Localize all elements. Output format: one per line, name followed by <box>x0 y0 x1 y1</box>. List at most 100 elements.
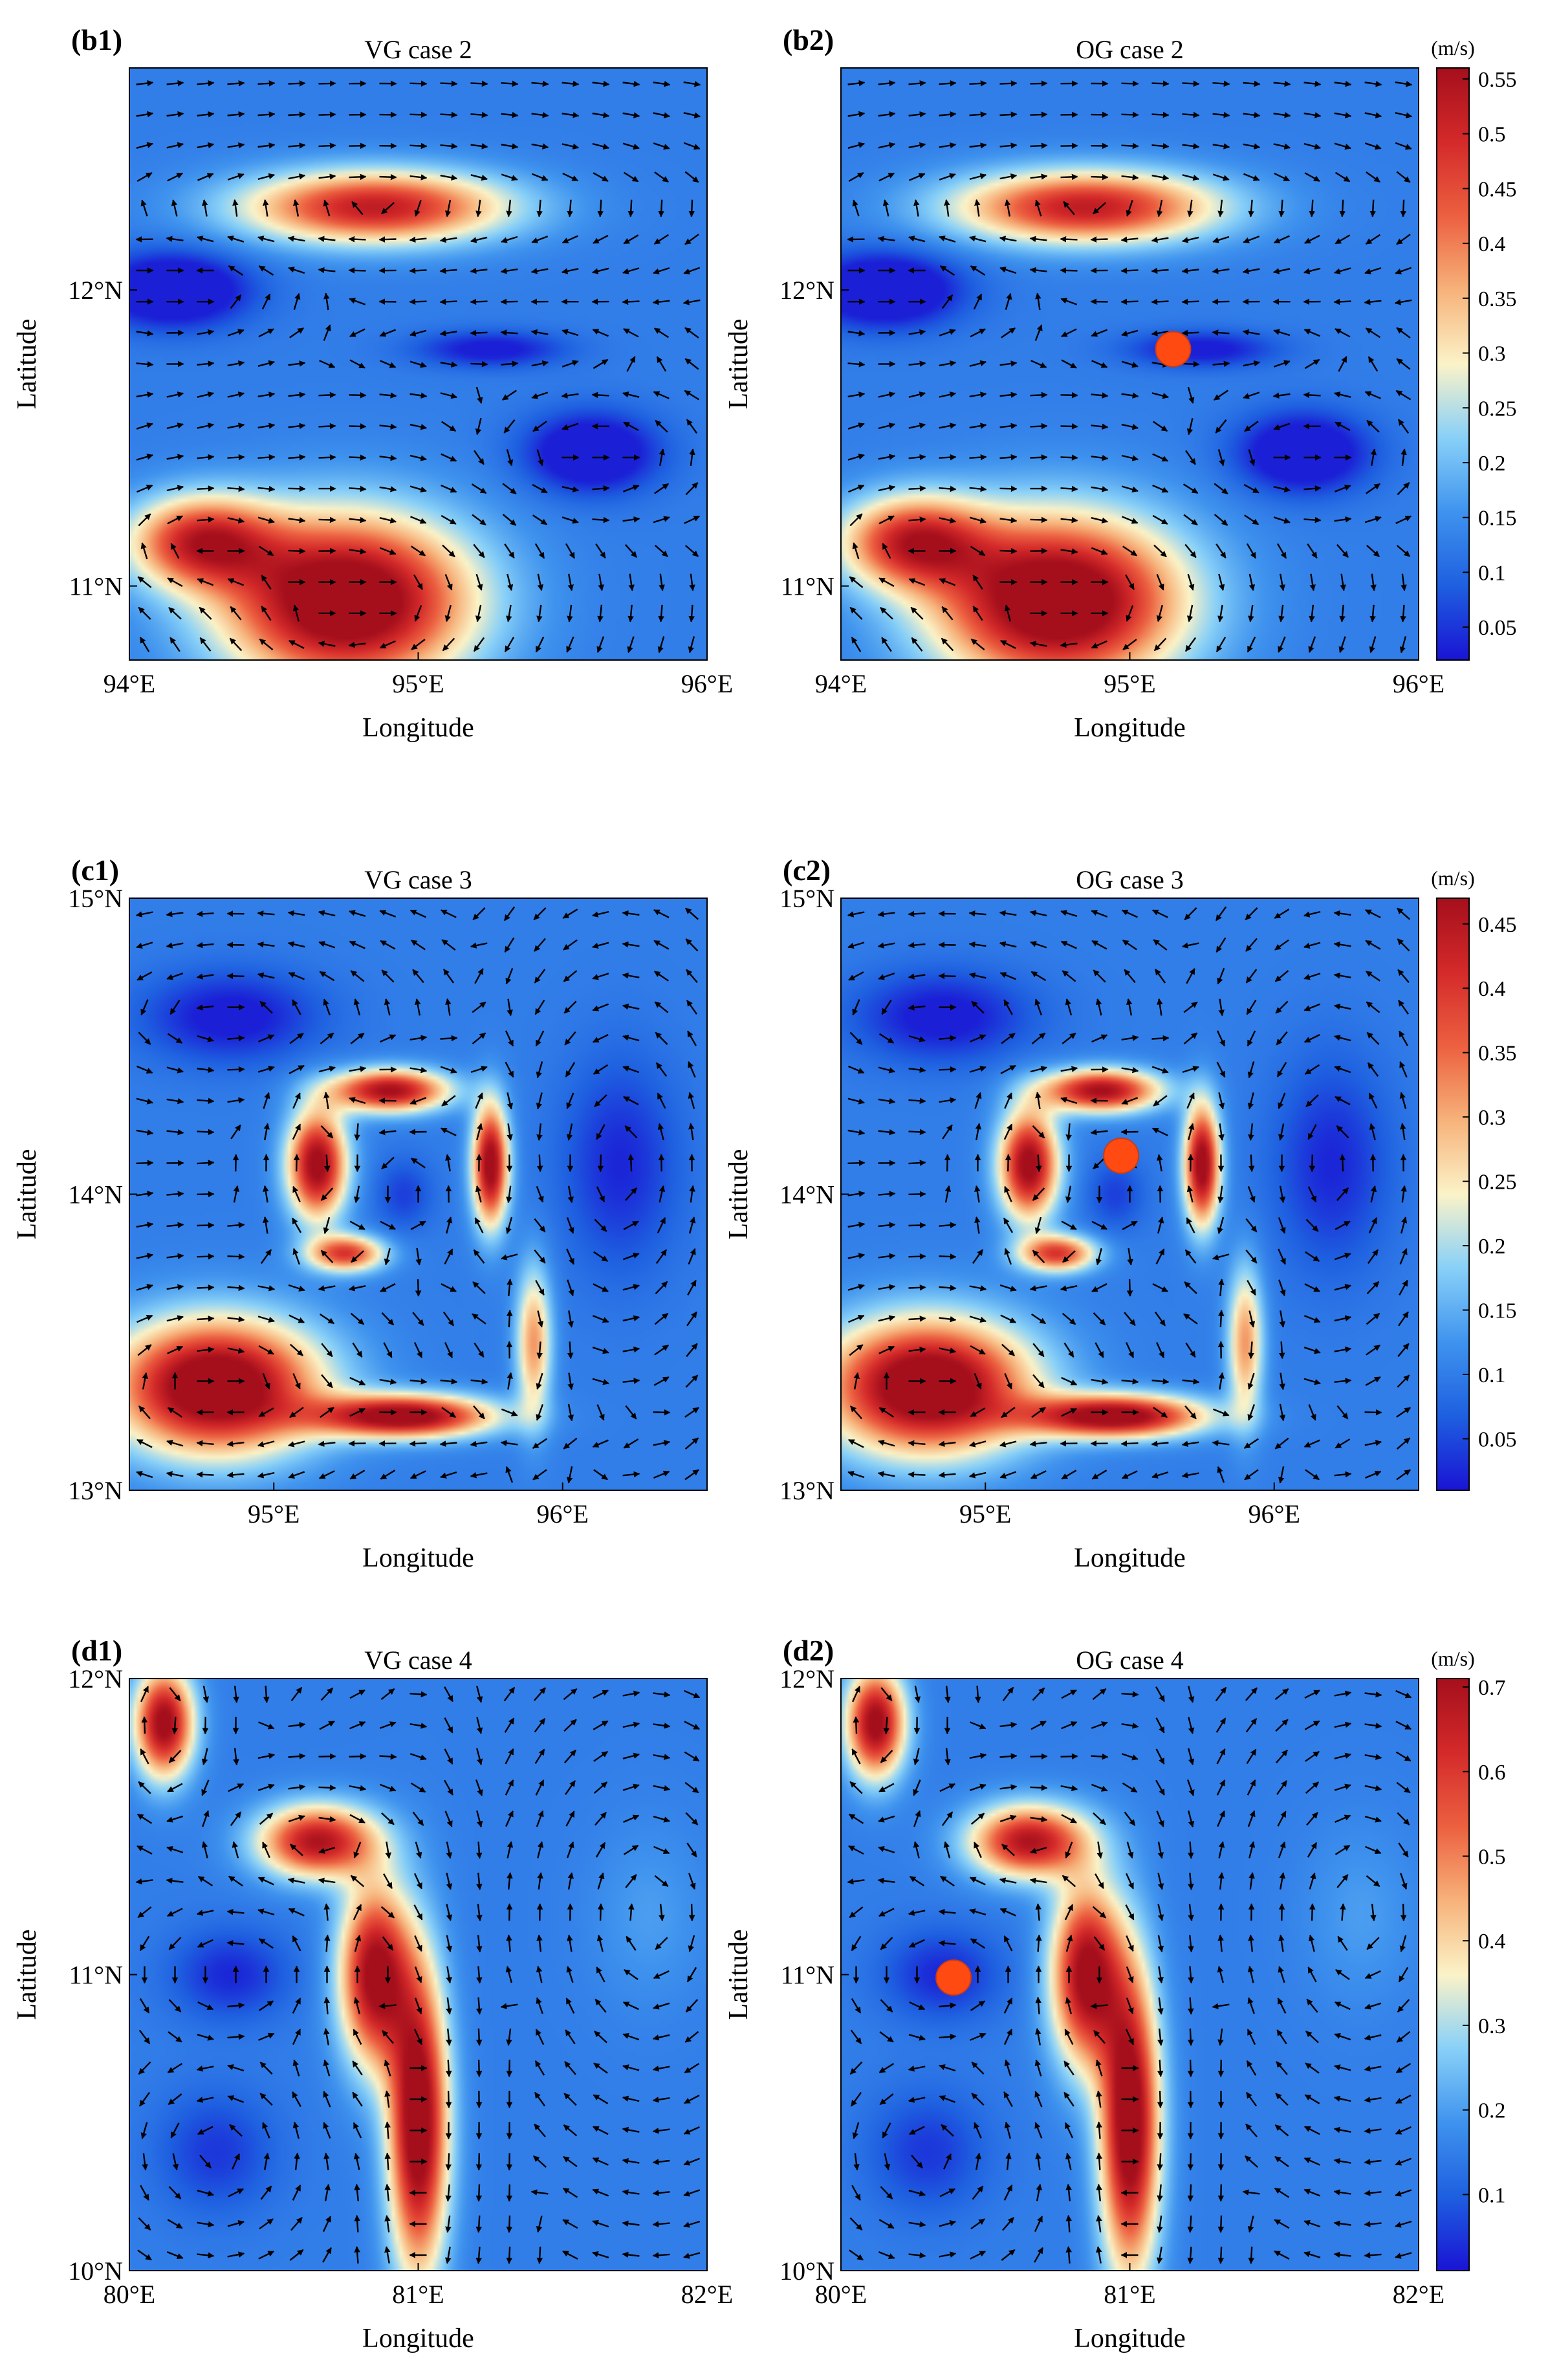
velocity-arrow <box>908 1222 926 1229</box>
velocity-arrow <box>1335 234 1351 245</box>
velocity-arrow <box>197 454 215 461</box>
velocity-arrow <box>622 112 640 118</box>
velocity-arrow <box>878 454 896 460</box>
panel-title: VG case 4 <box>364 1646 472 1675</box>
velocity-arrow <box>1152 453 1169 462</box>
velocity-arrow <box>227 329 245 336</box>
velocity-arrow <box>349 359 365 369</box>
velocity-arrow <box>999 423 1018 430</box>
colorbar-tick-label: 0.1 <box>1478 1363 1506 1387</box>
velocity-arrow <box>1153 544 1167 558</box>
velocity-arrow <box>1212 267 1230 274</box>
velocity-arrow <box>259 638 274 651</box>
velocity-arrow <box>506 2246 513 2264</box>
velocity-arrow <box>257 173 276 181</box>
velocity-arrow <box>441 484 457 493</box>
velocity-arrow <box>258 545 274 556</box>
velocity-arrow <box>592 485 610 492</box>
velocity-arrow <box>507 573 514 591</box>
velocity-arrow <box>1303 516 1322 523</box>
velocity-arrow <box>444 604 452 623</box>
velocity-arrow <box>1122 545 1138 556</box>
panel-d2: 80°E 81°E 82°E10°N11°N12°N(d2) OG case 4Lon… <box>724 1634 1506 2353</box>
velocity-arrow <box>257 111 276 118</box>
y-axis-label: Latitude <box>12 1149 42 1240</box>
velocity-arrow <box>1061 359 1077 369</box>
velocity-arrow <box>1212 360 1230 367</box>
velocity-arrow <box>653 80 671 87</box>
velocity-arrow <box>349 516 367 523</box>
velocity-arrow <box>567 604 573 623</box>
velocity-arrow <box>531 112 549 118</box>
velocity-arrow <box>591 267 609 274</box>
velocity-arrow <box>257 391 276 398</box>
velocity-arrow <box>1151 1035 1170 1042</box>
velocity-arrow <box>1156 199 1163 217</box>
velocity-arrow <box>166 80 184 87</box>
velocity-arrow <box>536 199 543 217</box>
y-tick-label: 11°N <box>69 572 123 601</box>
velocity-arrow <box>531 391 549 399</box>
velocity-arrow <box>409 485 427 492</box>
panel-tag: (d2) <box>783 1634 834 1667</box>
colorbar-tick-label: 0.3 <box>1478 2014 1506 2038</box>
velocity-arrow <box>1400 604 1406 623</box>
velocity-arrow <box>1303 391 1321 399</box>
velocity-arrow <box>1338 636 1346 654</box>
velocity-arrow <box>1273 112 1291 118</box>
velocity-arrow <box>197 1191 215 1198</box>
panel-title: OG case 2 <box>1076 35 1184 64</box>
velocity-arrow <box>228 265 244 276</box>
velocity-arrow <box>532 173 549 181</box>
velocity-arrow <box>1121 174 1139 181</box>
velocity-arrow <box>1339 199 1346 217</box>
velocity-arrow <box>409 1691 428 1698</box>
velocity-arrow <box>939 360 957 367</box>
velocity-arrow <box>1121 1691 1139 1698</box>
x-tick-label: 81°E <box>1104 2280 1155 2309</box>
velocity-arrow <box>684 515 701 524</box>
velocity-arrow <box>287 236 305 242</box>
velocity-arrow <box>684 1469 699 1481</box>
velocity-arrow <box>1217 604 1224 623</box>
velocity-arrow <box>197 516 215 523</box>
velocity-arrow <box>292 604 300 622</box>
velocity-arrow <box>1396 545 1411 557</box>
velocity-arrow <box>1248 604 1254 623</box>
colorbar-tick-label: 0.25 <box>1478 1171 1517 1195</box>
velocity-arrow <box>652 298 670 305</box>
velocity-arrow <box>534 543 545 559</box>
velocity-arrow <box>197 142 215 149</box>
velocity-arrow <box>440 392 458 399</box>
velocity-arrow <box>199 606 212 620</box>
panel-title: VG case 3 <box>364 865 472 894</box>
velocity-arrow <box>654 483 669 494</box>
panel-tag: (b1) <box>71 23 122 56</box>
velocity-arrow <box>1126 1279 1133 1297</box>
colorbar-unit: (m/s) <box>1431 1647 1475 1670</box>
velocity-arrow <box>288 1471 305 1479</box>
velocity-arrow <box>1216 544 1226 558</box>
velocity-arrow <box>288 142 306 149</box>
velocity-arrow <box>939 517 957 523</box>
velocity-arrow <box>1060 1753 1078 1760</box>
velocity-arrow <box>939 80 957 87</box>
velocity-arrow <box>197 1160 215 1166</box>
colorbar-tick-label: 0.2 <box>1478 2099 1506 2123</box>
velocity-arrow <box>878 111 896 118</box>
velocity-arrow <box>1091 329 1108 337</box>
velocity-arrow <box>970 638 985 651</box>
y-tick-label: 14°N <box>779 1180 834 1209</box>
velocity-arrow <box>138 606 151 620</box>
velocity-arrow <box>409 80 428 87</box>
panel-d1: 80°E 81°E 82°E10°N11°N12°N(d1) VG case 4Lon… <box>12 1634 733 2353</box>
velocity-arrow <box>653 112 671 118</box>
velocity-arrow <box>1243 143 1261 149</box>
velocity-arrow <box>1034 324 1043 341</box>
velocity-arrow <box>1248 199 1254 217</box>
velocity-arrow <box>440 174 458 181</box>
colorbar-tick-label: 0.45 <box>1478 177 1517 201</box>
velocity-arrow <box>532 483 548 494</box>
velocity-arrow <box>349 298 366 305</box>
velocity-arrow <box>1243 80 1261 87</box>
